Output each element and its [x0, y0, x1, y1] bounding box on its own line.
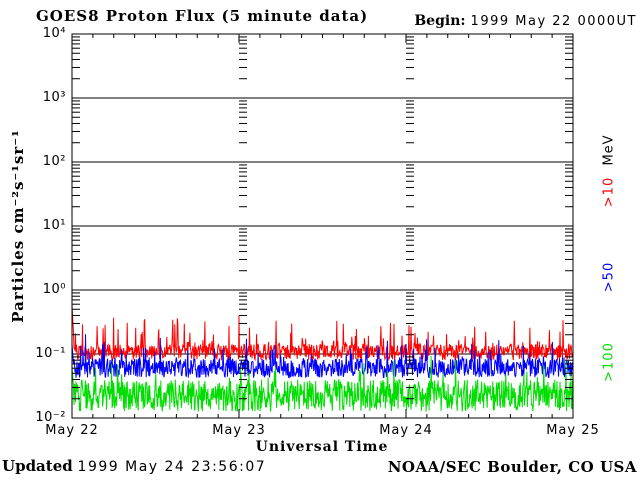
- right-axis-label-100: >100: [601, 342, 617, 382]
- begin-label: Begin:: [414, 13, 466, 29]
- decade-grid-lines: [72, 97, 573, 355]
- y-tick-label: 10⁴: [42, 26, 66, 41]
- y-tick-label: 10⁰: [42, 282, 66, 297]
- y-tick-label: 10³: [42, 90, 66, 105]
- y-tick-label: 10⁻²: [35, 410, 66, 425]
- right-axis-label-10: >10: [601, 176, 617, 208]
- series--10-mev: [71, 305, 574, 363]
- plot-frame: [71, 33, 574, 419]
- updated-label: Updated: [2, 457, 73, 475]
- y-tick-label: 10⁻¹: [35, 346, 66, 361]
- time-ticks: [92, 34, 553, 418]
- y-tick-label: 10²: [42, 154, 66, 169]
- y-tick-label: 10¹: [42, 218, 66, 233]
- updated-timestamp: Updated 1999 May 24 23:56:07: [2, 457, 266, 475]
- log-minor-ticks: [72, 36, 573, 400]
- flux-series: [71, 305, 574, 412]
- begin-timestamp: Begin: 1999 May 22 0000UT: [414, 13, 637, 29]
- right-axis-label-MeV: MeV: [601, 134, 617, 166]
- x-tick-label: May 25: [546, 423, 600, 438]
- series--100-mev: [71, 356, 574, 412]
- x-tick-label: May 22: [45, 423, 99, 438]
- begin-value: 1999 May 22 0000UT: [470, 14, 637, 29]
- credit-text: NOAA/SEC Boulder, CO USA: [387, 458, 637, 476]
- right-axis-label-50: >50: [601, 261, 617, 293]
- x-tick-label: May 24: [379, 423, 433, 438]
- series--50-mev: [71, 334, 574, 379]
- x-axis-title: Universal Time: [255, 439, 389, 455]
- updated-value: 1999 May 24 23:56:07: [77, 459, 267, 475]
- x-tick-label: May 23: [212, 423, 266, 438]
- chart-title: GOES8 Proton Flux (5 minute data): [36, 7, 369, 25]
